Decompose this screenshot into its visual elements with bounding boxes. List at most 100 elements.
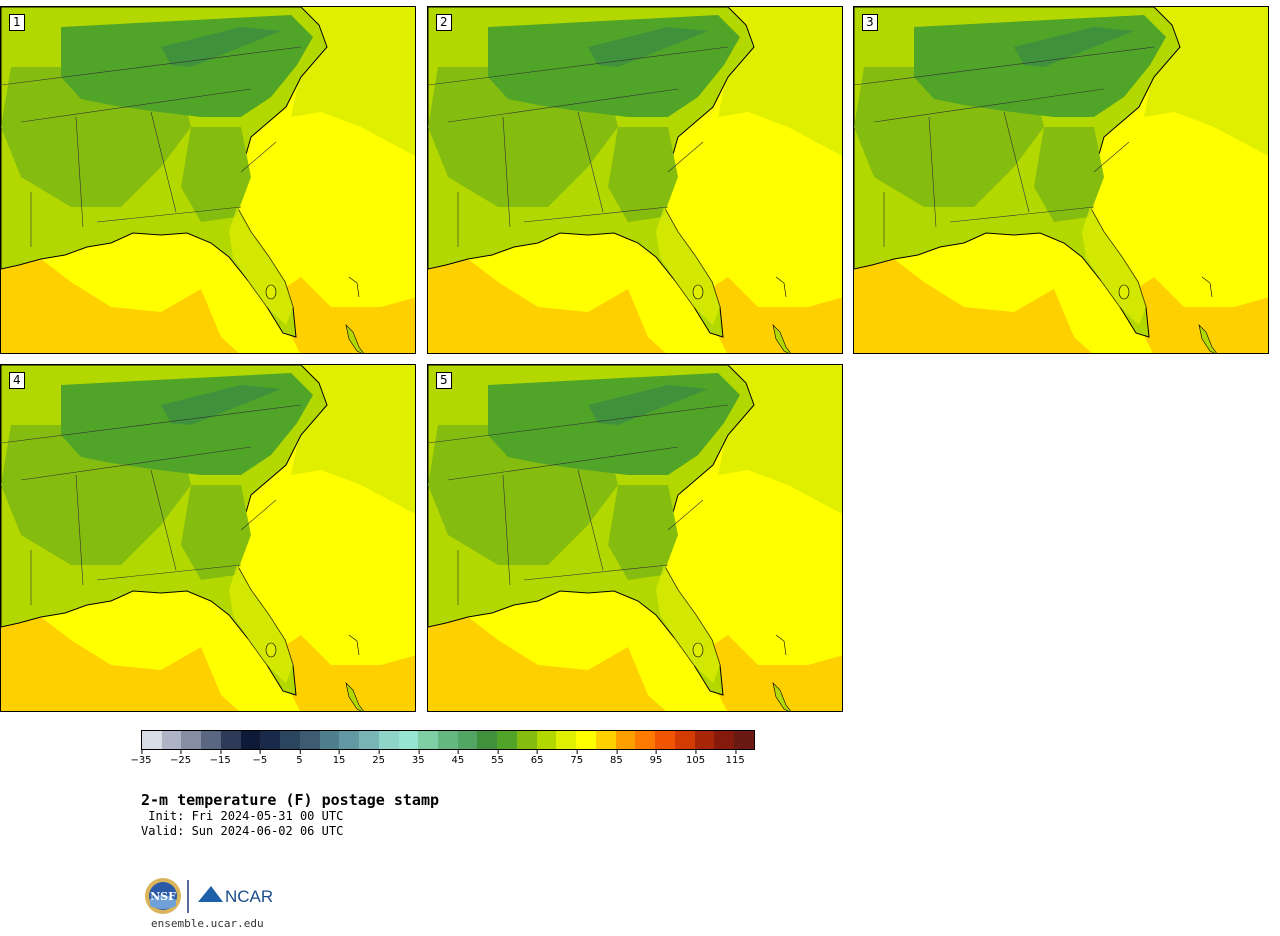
colorbar-segment	[161, 731, 182, 749]
state-boundary	[1003, 111, 1030, 213]
state-boundary	[667, 141, 704, 173]
map-panel-1: 1	[0, 6, 416, 354]
state-boundary	[1093, 141, 1130, 173]
colorbar-segment	[201, 731, 221, 749]
colorbar-tick-labels: −35 −25 −15 −5 5 15 25 35 45 55 65 75 85 95 105 115	[130, 750, 755, 770]
state-boundary	[20, 446, 252, 481]
bahamas-island	[775, 634, 787, 656]
colorbar-segment	[576, 731, 596, 749]
nsf-ncar-logo: NSF NCAR	[145, 878, 273, 914]
land-mild-area	[181, 127, 251, 222]
bahamas-island	[348, 276, 360, 298]
colorbar-tick: −35	[130, 750, 152, 766]
ocean-hot-area	[271, 635, 415, 711]
colorbar-tick: 55	[491, 750, 504, 766]
land-mild-area	[608, 127, 678, 222]
ocean-hot-area	[1124, 277, 1268, 353]
state-boundary	[928, 116, 937, 228]
colorbar-segment	[497, 731, 517, 749]
state-boundary	[949, 206, 1095, 223]
ocean-hot-area	[428, 259, 666, 353]
state-boundary	[240, 499, 277, 531]
panel-label-3: 3	[862, 14, 878, 31]
colorbar-segment	[418, 731, 439, 749]
temperature-map-3	[854, 7, 1268, 353]
colorbar-segment	[674, 731, 695, 749]
bahamas-island	[775, 276, 787, 298]
colorbar-segment	[240, 731, 261, 749]
colorbar-segment	[181, 731, 202, 749]
state-boundary	[577, 469, 604, 571]
colorbar-segment	[280, 731, 300, 749]
colorbar-segment	[220, 731, 241, 749]
state-boundary	[96, 206, 242, 223]
mountain-area	[161, 385, 281, 425]
nsf-seal-icon: NSF	[145, 878, 181, 914]
ocean-hot-area	[1, 617, 239, 711]
colorbar-tick: −15	[210, 750, 231, 766]
state-boundary	[1, 404, 302, 444]
state-boundary	[502, 474, 511, 586]
mountain-area	[588, 385, 708, 425]
state-boundary	[150, 469, 177, 571]
florida-area	[656, 565, 720, 683]
bahamas-island	[1198, 324, 1217, 353]
colorbar-segment	[457, 731, 478, 749]
ocean-hot-area	[854, 259, 1092, 353]
colorbar-segment	[714, 731, 735, 749]
map-panel-3: 3	[853, 6, 1269, 354]
colorbar-segment	[319, 731, 340, 749]
ncar-logo-icon: NCAR	[198, 886, 273, 906]
lake-okeechobee	[692, 642, 704, 658]
colorbar-segment	[339, 731, 360, 749]
state-boundary	[428, 46, 729, 86]
state-boundary	[523, 564, 669, 581]
colorbar-tick: −25	[170, 750, 191, 766]
state-boundary	[873, 88, 1105, 123]
ocean-hot-area	[271, 277, 415, 353]
temperature-map-4	[1, 365, 415, 711]
colorbar-tick: −5	[252, 750, 267, 766]
valid-time: Valid: Sun 2024-06-02 06 UTC	[141, 824, 344, 838]
state-boundary	[20, 88, 252, 123]
colorbar-segment	[477, 731, 498, 749]
panel-label-4: 4	[9, 372, 25, 389]
panel-label-1: 1	[9, 14, 25, 31]
panel-label-2: 2	[436, 14, 452, 31]
lake-okeechobee	[692, 284, 704, 300]
ocean-hot-area	[698, 635, 842, 711]
temperature-colorbar	[141, 730, 755, 750]
bahamas-island	[1201, 276, 1213, 298]
state-boundary	[75, 116, 84, 228]
ocean-hot-area	[698, 277, 842, 353]
lake-okeechobee	[265, 642, 277, 658]
colorbar-tick: 105	[686, 750, 705, 766]
state-boundary	[240, 141, 277, 173]
ocean-hot-area	[428, 617, 666, 711]
colorbar-segment	[299, 731, 320, 749]
temperature-map-1	[1, 7, 415, 353]
state-boundary	[150, 111, 177, 213]
colorbar-segment	[655, 731, 675, 749]
temperature-map-5	[428, 365, 842, 711]
mountain-area	[1014, 27, 1134, 67]
lake-okeechobee	[1118, 284, 1130, 300]
colorbar-tick: 35	[412, 750, 425, 766]
florida-area	[229, 207, 293, 325]
colorbar-segment	[556, 731, 577, 749]
bahamas-island	[348, 634, 360, 656]
website-url: ensemble.ucar.edu	[151, 917, 264, 930]
florida-area	[656, 207, 720, 325]
state-boundary	[502, 116, 511, 228]
colorbar-segment	[378, 731, 399, 749]
state-boundary	[447, 88, 679, 123]
colorbar-segment	[615, 731, 636, 749]
colorbar-tick: 15	[333, 750, 345, 766]
colorbar-tick: 95	[650, 750, 662, 766]
lake-okeechobee	[265, 284, 277, 300]
state-boundary	[523, 206, 669, 223]
colorbar-tick: 85	[610, 750, 623, 766]
colorbar-segment	[635, 731, 656, 749]
land-mild-area	[608, 485, 678, 580]
colorbar-segment	[734, 731, 754, 749]
